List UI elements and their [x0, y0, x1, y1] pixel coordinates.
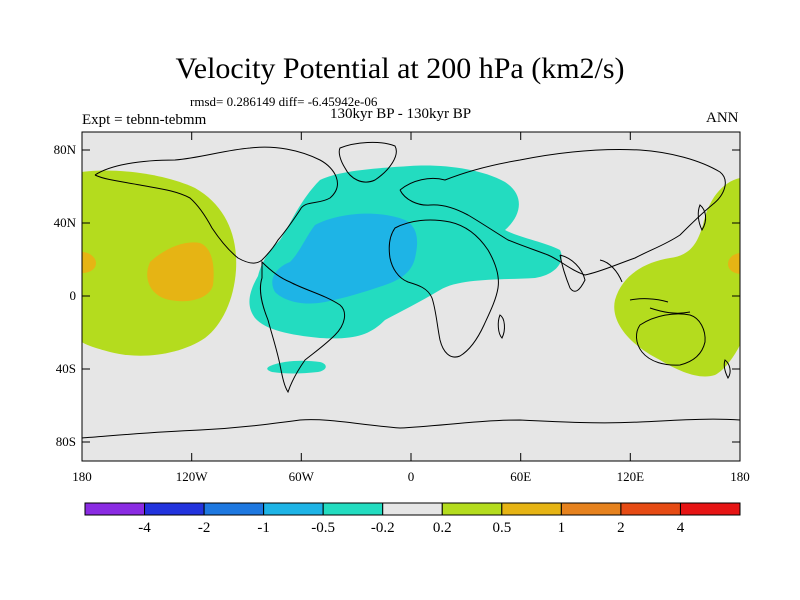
lon-tick-label: 120E	[617, 469, 645, 484]
positive-core-edge-left	[82, 252, 96, 273]
coastline-africa	[388, 219, 499, 358]
colorbar-swatch	[144, 502, 205, 516]
positive-core-edge-right	[728, 253, 740, 274]
coastline-greenland	[338, 141, 397, 183]
lat-tick-labels: 80N 40N 0 40S 80S	[54, 142, 77, 449]
positive-region-pacific-east	[614, 178, 740, 377]
colorbar-label: 4	[676, 520, 685, 536]
period-label: 130kyr BP - 130kyr BP	[330, 106, 472, 122]
tick-marks	[81, 132, 741, 461]
colorbar-label: -2	[197, 520, 211, 536]
colorbar-label: -4	[138, 520, 151, 536]
colorbar-swatch	[382, 502, 443, 516]
colorbar-swatch	[620, 502, 681, 516]
colorbar-label: -0.2	[370, 520, 395, 536]
positive-core-pacific	[147, 242, 214, 302]
colorbar-swatch	[203, 502, 265, 516]
lat-tick-label: 40N	[54, 215, 77, 230]
coastline-new-zealand	[723, 359, 731, 379]
colorbar-label: 0.5	[492, 520, 512, 536]
colorbar-label: 0.2	[432, 520, 452, 536]
coastline-se-asia	[599, 259, 691, 314]
lon-tick-label: 60W	[289, 469, 315, 484]
coastline-eurasia	[399, 148, 726, 276]
colorbar-swatch	[322, 502, 384, 516]
lat-tick-label: 80S	[56, 434, 76, 449]
colorbar-swatch	[560, 502, 622, 516]
coastline-south-america	[259, 260, 346, 394]
colorbar-label: 1	[557, 520, 566, 536]
colorbar-swatch	[501, 502, 562, 516]
lat-tick-label: 80N	[54, 142, 77, 157]
negative-region-south-america	[267, 360, 326, 374]
lat-tick-label: 40S	[56, 361, 76, 376]
season-label: ANN	[706, 110, 739, 126]
lon-tick-label: 60E	[510, 469, 531, 484]
colorbar-swatch	[679, 502, 741, 516]
contour-fields	[82, 165, 740, 377]
negative-core-atlantic	[272, 213, 418, 304]
lon-tick-label: 180	[72, 469, 92, 484]
lon-tick-label: 180	[730, 469, 750, 484]
stats-line: rmsd= 0.286149 diff= -6.45942e-06	[190, 94, 378, 109]
coastline-antarctica	[81, 418, 741, 439]
coastline-madagascar	[497, 314, 505, 339]
colorbar-label: 2	[617, 520, 625, 536]
lon-tick-label: 0	[408, 469, 415, 484]
coastline-australia	[636, 313, 706, 366]
coastline-north-america	[94, 146, 338, 264]
colorbar-swatch	[263, 502, 324, 516]
map-title: Velocity Potential at 200 hPa (km2/s)	[175, 52, 625, 85]
experiment-label: Expt = tebnn-tebmm	[82, 112, 207, 128]
colorbar-swatch	[441, 502, 503, 516]
colorbar-label: -1	[257, 520, 270, 536]
lon-tick-labels: 180 120W 60W 0 60E 120E 180	[72, 469, 750, 484]
colorbar-swatch	[84, 502, 146, 516]
colorbar-label: -0.5	[311, 520, 336, 536]
coastline-india	[559, 254, 586, 292]
coastlines	[81, 141, 741, 439]
lon-tick-label: 120W	[176, 469, 209, 484]
colorbar	[84, 502, 741, 516]
coastline-japan	[697, 204, 707, 232]
lat-tick-label: 0	[70, 288, 77, 303]
